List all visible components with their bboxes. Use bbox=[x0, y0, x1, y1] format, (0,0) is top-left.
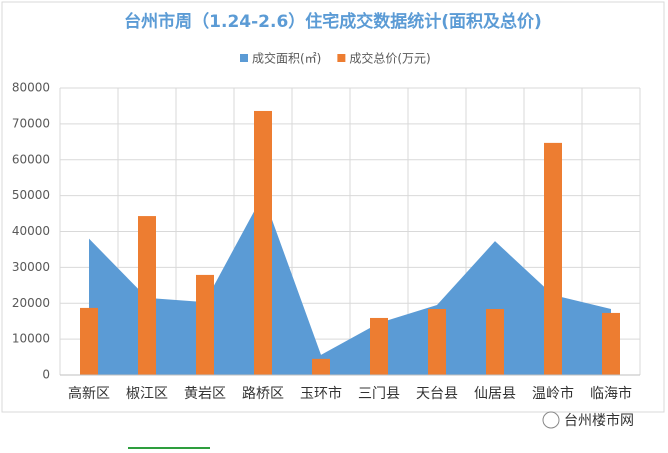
legend-label: 成交总价(万元) bbox=[349, 51, 430, 66]
chart-title: 台州市周（1.24-2.6）住宅成交数据统计(面积及总价) bbox=[124, 11, 542, 32]
x-tick-label: 玉环市 bbox=[300, 385, 342, 402]
y-tick-label: 20000 bbox=[12, 296, 50, 310]
area bbox=[89, 194, 611, 375]
bar bbox=[312, 358, 330, 375]
watermark-text: 台州楼市网 bbox=[564, 412, 634, 429]
bar bbox=[254, 110, 272, 376]
y-tick-label: 10000 bbox=[12, 332, 50, 346]
x-tick-label: 仙居县 bbox=[474, 386, 516, 402]
bar bbox=[138, 216, 156, 375]
x-tick-label: 温岭市 bbox=[532, 385, 574, 402]
x-tick-label: 高新区 bbox=[68, 385, 110, 402]
y-tick-label: 70000 bbox=[12, 116, 50, 130]
bar bbox=[196, 274, 214, 375]
legend-swatch bbox=[337, 54, 346, 62]
x-tick-label: 黄岩区 bbox=[184, 385, 226, 402]
bar bbox=[602, 312, 620, 375]
watermark-icon bbox=[542, 411, 560, 429]
y-tick-label: 0 bbox=[42, 368, 50, 382]
y-tick-label: 50000 bbox=[12, 188, 50, 202]
y-tick-label: 30000 bbox=[12, 260, 50, 274]
legend-label: 成交面积(㎡) bbox=[252, 51, 321, 66]
y-tick-label: 60000 bbox=[12, 152, 50, 166]
y-tick-label: 80000 bbox=[12, 81, 50, 95]
legend-swatch bbox=[240, 54, 248, 62]
x-tick-label: 临海市 bbox=[590, 385, 632, 402]
bar bbox=[80, 307, 98, 375]
bar bbox=[544, 142, 562, 375]
bar bbox=[428, 308, 446, 375]
y-tick-label: 40000 bbox=[12, 224, 50, 238]
x-tick-label: 天台县 bbox=[416, 386, 458, 402]
bar bbox=[370, 317, 388, 375]
watermark: 台州楼市网 bbox=[542, 411, 634, 429]
x-tick-label: 路桥区 bbox=[242, 386, 284, 402]
bar bbox=[486, 308, 504, 375]
x-tick-label: 三门县 bbox=[358, 386, 400, 402]
x-tick-label: 椒江区 bbox=[126, 386, 168, 402]
